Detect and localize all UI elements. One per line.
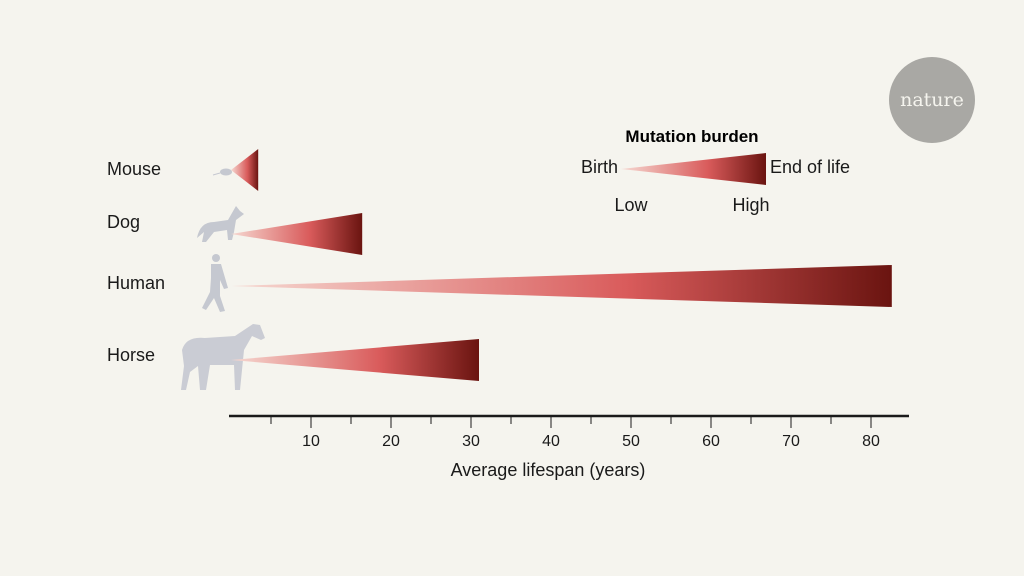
x-tick-label: 60 <box>702 433 720 450</box>
x-tick-label: 70 <box>782 433 800 450</box>
legend: Mutation burden Birth End of life Low Hi… <box>581 127 850 215</box>
dog-icon <box>197 206 244 242</box>
x-tick-label: 20 <box>382 433 400 450</box>
x-axis-label: Average lifespan (years) <box>451 460 646 480</box>
x-tick-label: 30 <box>462 433 480 450</box>
logo-text: nature <box>900 89 964 111</box>
legend-title: Mutation burden <box>625 127 758 146</box>
human-icon <box>202 254 228 312</box>
lifespan-wedge-horse <box>231 339 479 381</box>
x-axis: 10 20 30 40 50 60 70 80 Average lifespan (years… <box>229 414 909 480</box>
category-label-horse: Horse <box>107 345 155 365</box>
category-label-dog: Dog <box>107 212 140 232</box>
x-tick-label: 40 <box>542 433 560 450</box>
category-label-human: Human <box>107 273 165 293</box>
nature-logo: nature <box>889 57 975 143</box>
x-tick-label: 80 <box>862 433 880 450</box>
horse-icon <box>181 324 265 390</box>
x-tick-label: 50 <box>622 433 640 450</box>
legend-end: End of life <box>770 157 850 177</box>
legend-wedge <box>621 153 766 185</box>
lifespan-wedge-human <box>231 265 892 307</box>
legend-high: High <box>732 195 769 215</box>
x-tick-label: 10 <box>302 433 320 450</box>
legend-low: Low <box>614 195 648 215</box>
legend-start: Birth <box>581 157 618 177</box>
category-label-mouse: Mouse <box>107 159 161 179</box>
lifespan-wedge-dog <box>231 213 363 255</box>
mouse-icon <box>212 168 232 176</box>
lifespan-wedge-mouse <box>231 149 259 191</box>
